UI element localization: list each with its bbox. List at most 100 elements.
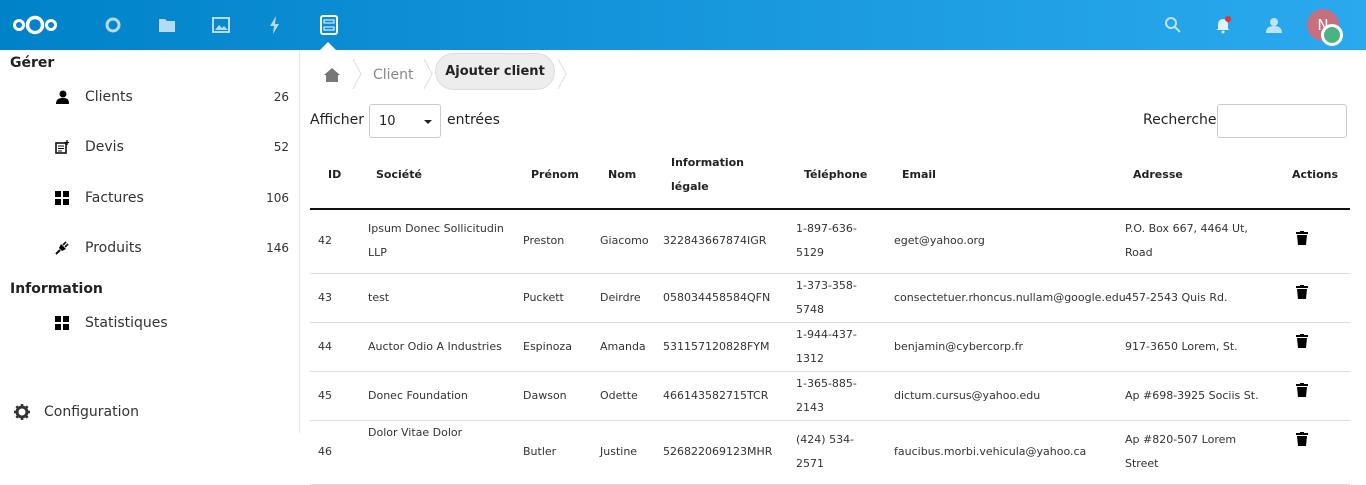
home-icon[interactable] <box>324 50 340 100</box>
cell-email: faucibus.morbi.vehicula@yahoo.ca <box>886 420 1117 485</box>
sidebar-item-label: Statistiques <box>85 315 168 331</box>
table-row[interactable]: 46 Dolor Vitae Dolor Butler Justine 52682206… <box>310 420 1350 485</box>
col-prenom[interactable]: Prénom <box>515 142 592 210</box>
sidebar-item-factures[interactable]: Factures 106 <box>0 183 300 213</box>
sidebar-item-label: Factures <box>85 190 144 206</box>
cell-prenom: Espinoza <box>515 322 592 372</box>
active-app-indicator <box>320 42 336 50</box>
cell-actions <box>1270 420 1350 485</box>
cell-adresse: 917-3650 Lorem, St. <box>1117 322 1270 372</box>
page-size-select[interactable]: 10 <box>369 104 441 138</box>
cell-telephone: 1-365-885-2143 <box>788 371 886 421</box>
search-icon[interactable] <box>1162 14 1184 36</box>
sidebar-item-label: Devis <box>85 139 124 155</box>
table-header-row: ID Société Prénom Nom Information légale… <box>310 142 1350 210</box>
col-societe[interactable]: Société <box>360 142 515 210</box>
activity-icon[interactable] <box>264 14 286 36</box>
files-icon[interactable] <box>156 14 178 36</box>
cell-prenom: Preston <box>515 209 592 274</box>
sidebar-item-label: Clients <box>85 89 133 105</box>
col-telephone[interactable]: Téléphone <box>788 142 886 210</box>
cell-prenom: Puckett <box>515 273 592 323</box>
cell-actions <box>1270 273 1350 323</box>
delete-icon[interactable] <box>1296 230 1308 245</box>
sidebar-item-statistiques[interactable]: Statistiques <box>0 308 300 338</box>
delete-icon[interactable] <box>1296 382 1308 397</box>
cell-telephone: 1-373-358-5748 <box>788 273 886 323</box>
breadcrumb-current[interactable]: Ajouter client <box>435 53 555 90</box>
cell-nom: Amanda <box>592 322 655 372</box>
sidebar-item-count: 106 <box>266 191 289 205</box>
entries-label: entrées <box>447 112 500 128</box>
gear-icon <box>14 404 30 420</box>
col-nom[interactable]: Nom <box>592 142 655 210</box>
breadcrumb-client[interactable]: Client <box>373 67 414 83</box>
cell-email: consectetuer.rhoncus.nullam@google.edu <box>886 273 1126 323</box>
sidebar-item-count: 26 <box>273 90 289 104</box>
cell-adresse: 457-2543 Quis Rd. <box>1117 273 1270 323</box>
sidebar-item-label: Configuration <box>44 404 139 420</box>
cell-actions <box>1270 371 1350 421</box>
cell-adresse: P.O. Box 667, 4464 Ut, Road <box>1117 209 1270 274</box>
cell-adresse: Ap #820-507 Lorem Street <box>1117 420 1270 485</box>
search-input[interactable] <box>1217 104 1347 138</box>
clients-app-icon[interactable] <box>318 14 340 36</box>
breadcrumb-separator-icon <box>557 59 567 89</box>
cell-telephone: (424) 534-2571 <box>788 420 886 485</box>
notifications-icon[interactable] <box>1212 14 1234 36</box>
sidebar-item-clients[interactable]: Clients 26 <box>0 82 300 112</box>
col-information-legale[interactable]: Information légale <box>655 142 788 210</box>
avatar-initial: N <box>1317 16 1329 34</box>
cell-adresse: Ap #698-3925 Sociis St. <box>1117 371 1270 421</box>
cell-email: benjamin@cybercorp.fr <box>886 322 1117 372</box>
breadcrumb-separator-icon <box>352 59 362 89</box>
show-label: Afficher <box>310 112 365 128</box>
user-icon <box>54 89 70 105</box>
cell-actions <box>1270 322 1350 372</box>
cell-id: 44 <box>310 322 360 372</box>
dashboard-icon[interactable] <box>102 14 124 36</box>
delete-icon[interactable] <box>1296 333 1308 348</box>
sidebar-item-devis[interactable]: Devis 52 <box>0 132 300 162</box>
cell-actions <box>1270 209 1350 274</box>
cell-information-legale: 058034458584QFN <box>655 273 788 323</box>
col-adresse[interactable]: Adresse <box>1117 142 1270 210</box>
cell-information-legale: 322843667874IGR <box>655 209 788 274</box>
cell-nom: Odette <box>592 371 655 421</box>
sidebar: Gérer Clients 26 Devis 52 Factures 106 P… <box>0 50 300 433</box>
cell-societe: test <box>360 273 515 323</box>
cell-nom: Justine <box>592 420 655 485</box>
cell-societe: Ipsum Donec Sollicitudin LLP <box>360 209 515 274</box>
table-row[interactable]: 45 Donec Foundation Dawson Odette 4661435827… <box>310 371 1350 421</box>
cell-societe: Donec Foundation <box>360 371 515 421</box>
settings-button[interactable]: Configuration <box>0 397 300 427</box>
contacts-icon[interactable] <box>1262 14 1284 36</box>
col-actions: Actions <box>1270 142 1350 210</box>
breadcrumb-separator-icon <box>423 59 433 89</box>
table-row[interactable]: 43 test Puckett Deirdre 058034458584QFN 1-373… <box>310 273 1350 323</box>
table-row[interactable]: 44 Auctor Odio A Industries Espinoza Amanda… <box>310 322 1350 372</box>
col-id[interactable]: ID <box>310 142 360 210</box>
cell-id: 46 <box>310 420 360 485</box>
cell-id: 43 <box>310 273 360 323</box>
cell-societe: Dolor Vitae Dolor <box>360 420 515 485</box>
col-email[interactable]: Email <box>886 142 1117 210</box>
cell-email: dictum.cursus@yahoo.edu <box>886 371 1117 421</box>
nextcloud-logo-icon[interactable] <box>12 14 58 36</box>
main-content: Client Ajouter client Afficher 10 entrée… <box>300 50 1366 485</box>
page-size-value: 10 <box>379 114 396 129</box>
note-add-icon <box>54 139 70 155</box>
sidebar-item-label: Produits <box>85 240 142 256</box>
delete-icon[interactable] <box>1296 284 1308 299</box>
plug-icon <box>54 240 70 256</box>
cell-id: 45 <box>310 371 360 421</box>
cell-nom: Giacomo <box>592 209 655 274</box>
status-indicator <box>1321 24 1343 46</box>
sidebar-item-produits[interactable]: Produits 146 <box>0 233 300 263</box>
cell-email: eget@yahoo.org <box>886 209 1117 274</box>
table-row[interactable]: 42 Ipsum Donec Sollicitudin LLP Preston Gia… <box>310 209 1350 274</box>
photos-icon[interactable] <box>210 14 232 36</box>
cell-information-legale: 531157120828FYM <box>655 322 788 372</box>
cell-information-legale: 466143582715TCR <box>655 371 788 421</box>
search-label: Recherche <box>1143 112 1217 128</box>
